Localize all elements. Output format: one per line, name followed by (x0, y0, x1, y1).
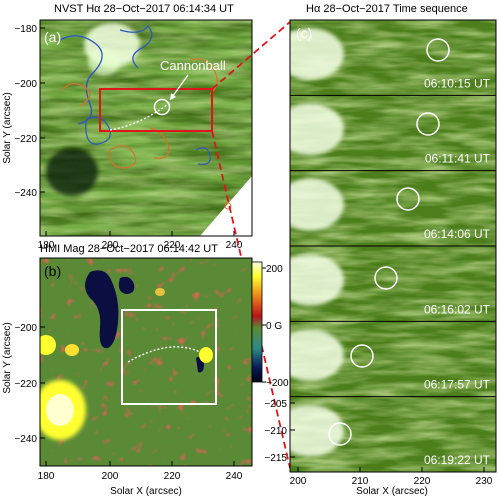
panel-a-xticks: 180 200 220 240 (38, 231, 243, 251)
panel-a-ytick-label: −180 (14, 24, 37, 35)
panel-a-ylabel: Solar Y (arcsec) (2, 92, 13, 163)
panel-c-yticks: −205 −210 −215 (264, 399, 295, 464)
panel-b-xlabel: Solar X (arcsec) (110, 486, 182, 496)
panel-c: Hα 28−Oct−2017 Time sequence 06:10:15 UT… (264, 3, 497, 497)
panel-b-ytick-label: −200 (14, 323, 37, 334)
frame-bright-region (290, 253, 344, 306)
frame-timestamp: 06:16:02 UT (424, 302, 491, 316)
panel-b-xticks: 180 200 220 240 (38, 461, 243, 482)
panel-b-xtick-label: 200 (102, 471, 119, 482)
colorbar-tick-label: 0 G (266, 321, 282, 332)
frame-timestamp: 06:14:06 UT (424, 227, 491, 241)
frame-bright-region (290, 404, 344, 457)
sequence-frame: 06:14:06 UT (290, 170, 496, 246)
panel-c-xticks: 200 210 220 230 (290, 467, 493, 487)
panel-c-xtick-label: 220 (414, 476, 431, 487)
panel-b: HMI Mag 28−Oct−2017 06:14:42 UT (b) Sola… (2, 243, 289, 497)
panel-b-ytick-label: −220 (14, 379, 37, 390)
colorbar (251, 261, 263, 383)
panel-a-xtick-label: 200 (102, 240, 119, 251)
panel-c-xtick-label: 200 (290, 476, 307, 487)
frame-bright-region (290, 27, 344, 80)
panel-b-xtick-label: 240 (226, 471, 243, 482)
panel-b-ylabel: Solar Y (arcsec) (2, 322, 13, 393)
panel-b-xtick-label: 180 (38, 471, 55, 482)
frame-timestamp: 06:19:22 UT (424, 453, 491, 467)
region-box-b (121, 309, 217, 405)
region-box (99, 88, 213, 132)
connector-line-top (211, 21, 291, 90)
panel-b-xtick-label: 220 (164, 471, 181, 482)
cannonball-circle (153, 98, 171, 116)
connector-line-bottom (211, 130, 291, 469)
panel-a-xtick-label: 240 (226, 240, 243, 251)
panel-a-yticks: −180 −200 −220 −240 (14, 24, 45, 199)
frame-timestamp: 06:10:15 UT (424, 76, 491, 90)
frame-bright-region (290, 103, 344, 156)
sequence-frame: 06:17:57 UT (290, 320, 496, 397)
sequence-frame: 06:11:41 UT (290, 94, 496, 171)
panel-a-ytick-label: −240 (14, 188, 37, 199)
sequence-frame: 06:10:15 UT (290, 20, 496, 96)
cannonball-tracking-circle (328, 422, 352, 446)
panel-b-ytick-label: −240 (14, 434, 37, 445)
cannonball-tracking-circle (350, 344, 374, 368)
cannonball-tracking-circle (416, 112, 440, 136)
panel-c-xtick-label: 230 (476, 476, 493, 487)
magnetogram-image (40, 258, 252, 466)
colorbar-tick-label: −200 (266, 378, 289, 389)
panel-c-ytick-label: −205 (264, 399, 287, 410)
annotation-arrowhead (170, 93, 176, 100)
panel-c-label: (c) (296, 25, 312, 41)
panel-b-label: (b) (44, 263, 61, 279)
trajectory-path-a (109, 103, 169, 131)
frame-bright-region (290, 329, 344, 382)
sequence-frame: 06:16:02 UT (290, 245, 496, 322)
time-sequence-frames: 06:10:15 UT 06:11:41 UT 06:14:06 UT 06:16:0… (290, 20, 496, 472)
panel-a-ytick-label: −200 (14, 79, 37, 90)
panel-c-xtick-label: 210 (352, 476, 369, 487)
panel-a-title: NVST Hα 28−Oct−2017 06:14:34 UT (54, 3, 234, 15)
panel-a: NVST Hα 28−Oct−2017 06:14:34 UT (a) Can (2, 3, 253, 251)
panel-a-xtick-label: 220 (164, 240, 181, 251)
frame-bright-region (290, 178, 344, 231)
panel-a-label: (a) (44, 29, 61, 45)
cannonball-annotation: Cannonball (160, 58, 226, 73)
cannonball-tracking-circle (426, 38, 450, 62)
cannonball-tracking-circle (374, 266, 398, 290)
panel-c-ytick-label: −210 (264, 426, 287, 437)
frame-timestamp: 06:11:41 UT (425, 152, 491, 166)
colorbar-ticks: 200 0 G −200 (262, 264, 289, 389)
frame-timestamp: 06:17:57 UT (424, 378, 491, 392)
colorbar-tick-label: 200 (266, 264, 283, 275)
panel-a-xtick-label: 180 (38, 240, 55, 251)
panel-c-ytick-label: −215 (264, 453, 287, 464)
panel-a-ytick-label: −220 (14, 134, 37, 145)
cannonball-tracking-circle (396, 187, 420, 211)
trajectory-path-b (127, 346, 201, 363)
panel-c-title: Hα 28−Oct−2017 Time sequence (306, 3, 468, 15)
panel-b-title: HMI Mag 28−Oct−2017 06:14:42 UT (40, 243, 218, 255)
sequence-frame: 06:19:22 UT (290, 396, 496, 472)
panel-b-yticks: −200 −220 −240 (14, 323, 45, 445)
panel-c-xlabel: Solar X (arcsec) (356, 486, 428, 496)
halpha-image-a (40, 20, 252, 236)
